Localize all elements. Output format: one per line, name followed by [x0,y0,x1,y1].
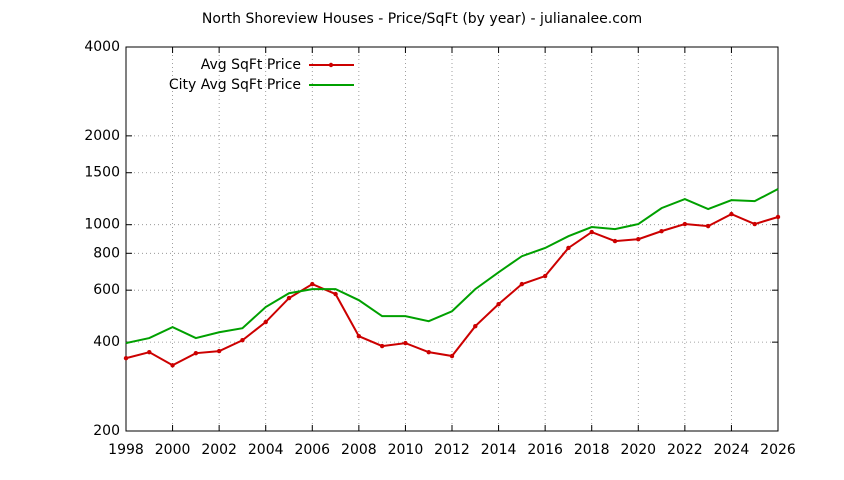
y-tick-label: 200 [93,423,120,439]
point [519,281,525,287]
x-tick-label: 2006 [294,442,330,458]
x-tick-label: 2018 [574,442,610,458]
point [636,237,641,242]
point [333,291,338,297]
point [356,334,362,339]
legend-label: Avg SqFt Price [201,57,301,73]
x-tick-label: 2010 [388,442,424,458]
series-line [125,213,779,367]
point [240,338,245,343]
x-tick-label: 2024 [714,442,750,458]
point [379,343,385,349]
plot-frame [125,46,779,432]
point [147,349,152,355]
point [705,223,711,229]
x-tick-label: 2022 [667,442,703,458]
legend-marker [328,62,334,68]
point [612,238,618,244]
point [449,353,455,359]
point [659,228,664,234]
y-tick-label: 800 [93,245,120,261]
x-tick-label: 2020 [620,442,656,458]
point [566,245,571,251]
point [775,214,781,220]
point [263,319,268,325]
chart-title: North Shoreview Houses - Price/SqFt (by … [202,11,642,27]
x-tick-label: 2002 [201,442,237,458]
point [193,350,199,356]
point [473,324,478,329]
y-tick-label: 1000 [84,217,120,233]
x-tick-label: 2012 [434,442,470,458]
point [286,295,292,301]
point [496,301,501,307]
point [589,229,594,235]
y-tick-label: 400 [93,334,120,350]
y-tick-label: 2000 [84,128,120,144]
point [542,273,548,279]
point [752,221,757,227]
x-tick-label: 2008 [341,442,377,458]
point [310,281,315,287]
x-tick-label: 2014 [481,442,517,458]
x-tick-label: 2016 [527,442,563,458]
y-tick-label: 1500 [84,165,120,181]
y-tick-label: 600 [93,282,120,298]
point [216,348,222,354]
x-tick-label: 2026 [760,442,796,458]
x-tick-label: 2004 [248,442,284,458]
series-line [125,188,779,345]
x-tick-label: 2000 [155,442,191,458]
point [170,363,175,368]
y-tick-label: 4000 [84,39,120,55]
x-tick-label: 1998 [108,442,144,458]
legend-label: City Avg SqFt Price [169,77,301,93]
point [729,211,734,217]
point [123,355,129,361]
point [426,349,431,355]
point [682,221,688,227]
point [403,340,408,346]
